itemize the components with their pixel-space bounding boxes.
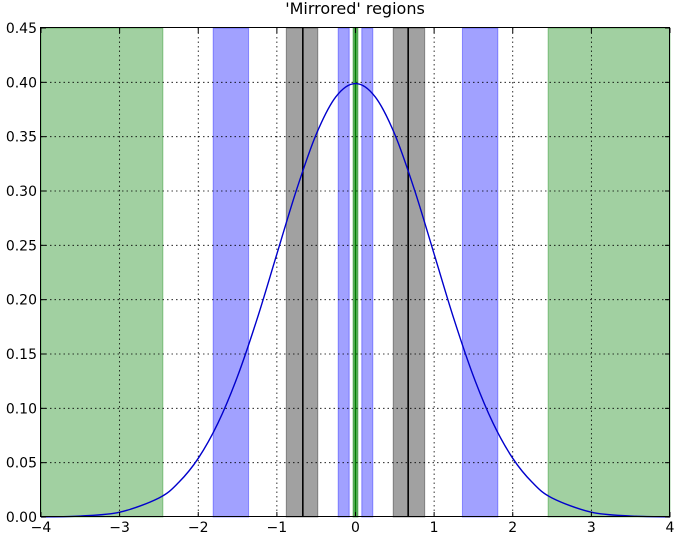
shaded-region-4 <box>337 27 350 518</box>
y-tick-label-4: 0.20 <box>6 293 37 309</box>
series-line-0 <box>40 82 671 518</box>
shaded-region-1 <box>547 27 671 518</box>
shaded-region-5 <box>361 27 374 518</box>
x-tick-label-1: −3 <box>109 520 130 533</box>
y-tick-label-6: 0.30 <box>6 184 37 200</box>
y-tick-label-2: 0.10 <box>6 401 37 417</box>
chart-title: 'Mirrored' regions <box>285 0 425 18</box>
x-tick-label-0: −4 <box>31 520 52 533</box>
series-lines <box>40 82 671 518</box>
y-tick-label-9: 0.45 <box>6 21 37 37</box>
shaded-region-3 <box>461 27 499 518</box>
vertical-lines <box>302 28 409 517</box>
y-tick-label-3: 0.15 <box>6 347 37 363</box>
x-axis-ticks: −4 −3 −2 −1 0 1 2 3 4 <box>31 28 675 533</box>
x-tick-label-6: 2 <box>508 520 517 533</box>
y-tick-label-5: 0.25 <box>6 238 37 254</box>
x-tick-label-5: 1 <box>430 520 439 533</box>
y-tick-label-0: 0.00 <box>6 510 37 526</box>
x-tick-label-8: 4 <box>666 520 675 533</box>
y-tick-label-7: 0.35 <box>6 130 37 146</box>
shaded-region-0 <box>40 27 164 518</box>
x-tick-label-4: 0 <box>351 520 360 533</box>
shaded-region-2 <box>212 27 250 518</box>
y-tick-label-8: 0.40 <box>6 75 37 91</box>
shaded-regions <box>40 27 671 518</box>
y-tick-label-1: 0.05 <box>6 456 37 472</box>
y-axis-ticks: 0.00 0.05 0.10 0.15 0.20 0.25 0.30 0.35 0.40 0.45 <box>6 21 670 526</box>
x-tick-label-2: −2 <box>188 520 209 533</box>
x-tick-label-7: 3 <box>587 520 596 533</box>
x-tick-label-3: −1 <box>267 520 288 533</box>
